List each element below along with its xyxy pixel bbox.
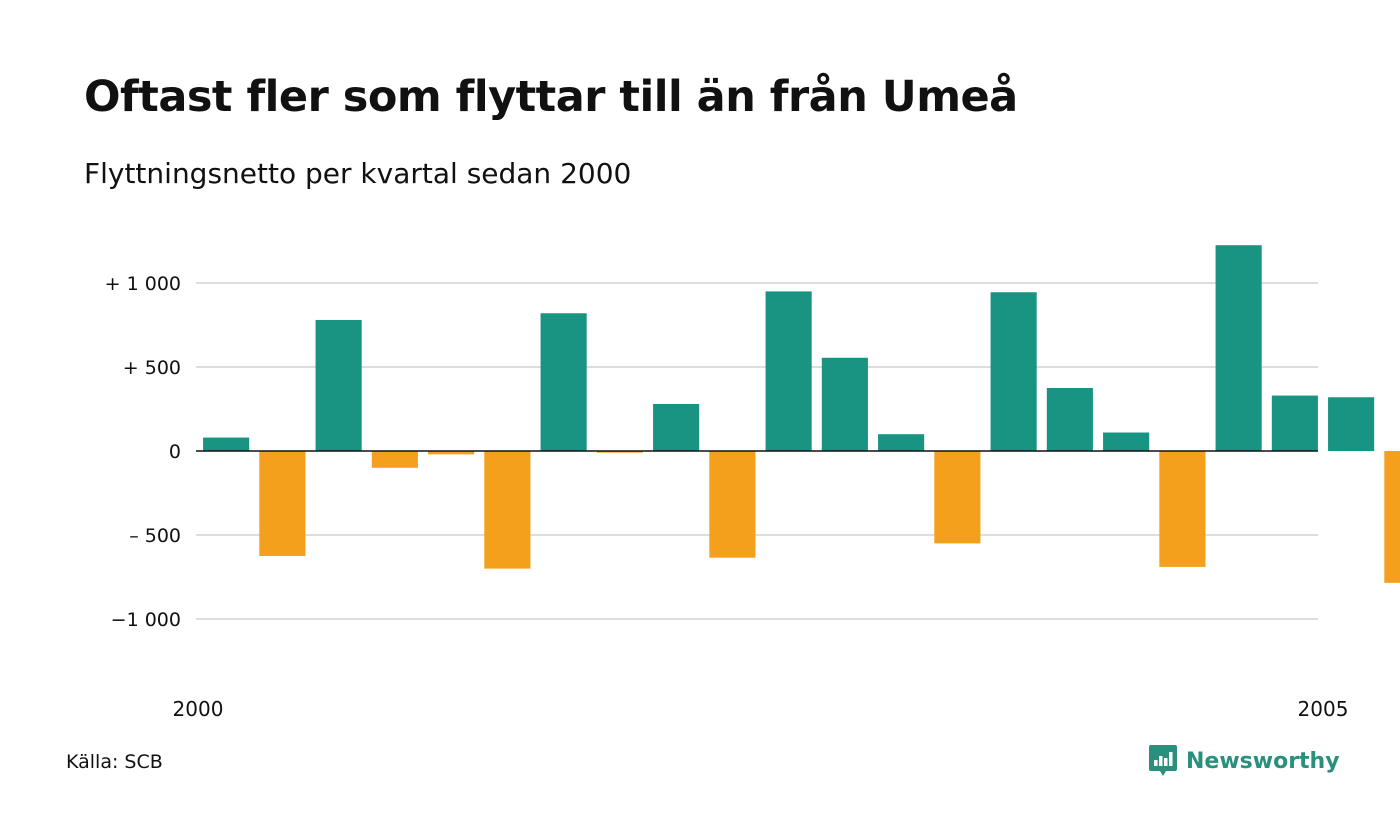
page-subtitle: Flyttningsnetto per kvartal sedan 2000 xyxy=(84,157,632,190)
page-title: Oftast fler som flyttar till än från Ume… xyxy=(84,72,1018,122)
bar xyxy=(653,403,700,451)
grid-layer xyxy=(196,282,1318,620)
bar xyxy=(1046,388,1093,451)
y-tick-label: 0 xyxy=(169,441,181,463)
bar xyxy=(540,313,587,451)
bar xyxy=(1159,451,1206,567)
bar xyxy=(765,291,812,451)
bar xyxy=(934,451,981,544)
y-tick-label: – 500 xyxy=(129,525,181,547)
y-tick-label: −1 000 xyxy=(111,609,181,631)
bar xyxy=(821,357,868,451)
y-tick-label: + 1 000 xyxy=(105,273,181,295)
bar xyxy=(990,292,1037,451)
bar xyxy=(484,451,531,569)
bars-layer xyxy=(203,245,1400,583)
bar xyxy=(203,437,250,451)
bar xyxy=(878,434,925,451)
x-axis-labels: 20002005201020152020 xyxy=(173,697,1349,721)
bar xyxy=(596,451,643,453)
bar xyxy=(709,451,756,558)
source-note: Källa: SCB xyxy=(66,751,163,773)
brand-name: Newsworthy xyxy=(1186,748,1340,774)
bar xyxy=(371,451,418,468)
bar xyxy=(259,451,306,556)
bar xyxy=(1215,245,1262,451)
y-axis-labels: + 1 000 + 500 0 – 500 −1 000 xyxy=(105,273,181,631)
x-tick-label: 2005 xyxy=(1298,697,1349,721)
x-tick-label: 2000 xyxy=(173,697,224,721)
bar xyxy=(1328,397,1375,451)
newsworthy-logo-icon xyxy=(1149,745,1177,776)
bar xyxy=(315,319,362,451)
y-tick-label: + 500 xyxy=(123,357,181,379)
bar xyxy=(1384,451,1400,583)
brand-logo[interactable]: Newsworthy xyxy=(1148,743,1340,779)
bar xyxy=(1271,395,1318,451)
bar xyxy=(1103,432,1150,451)
bar xyxy=(428,451,475,455)
